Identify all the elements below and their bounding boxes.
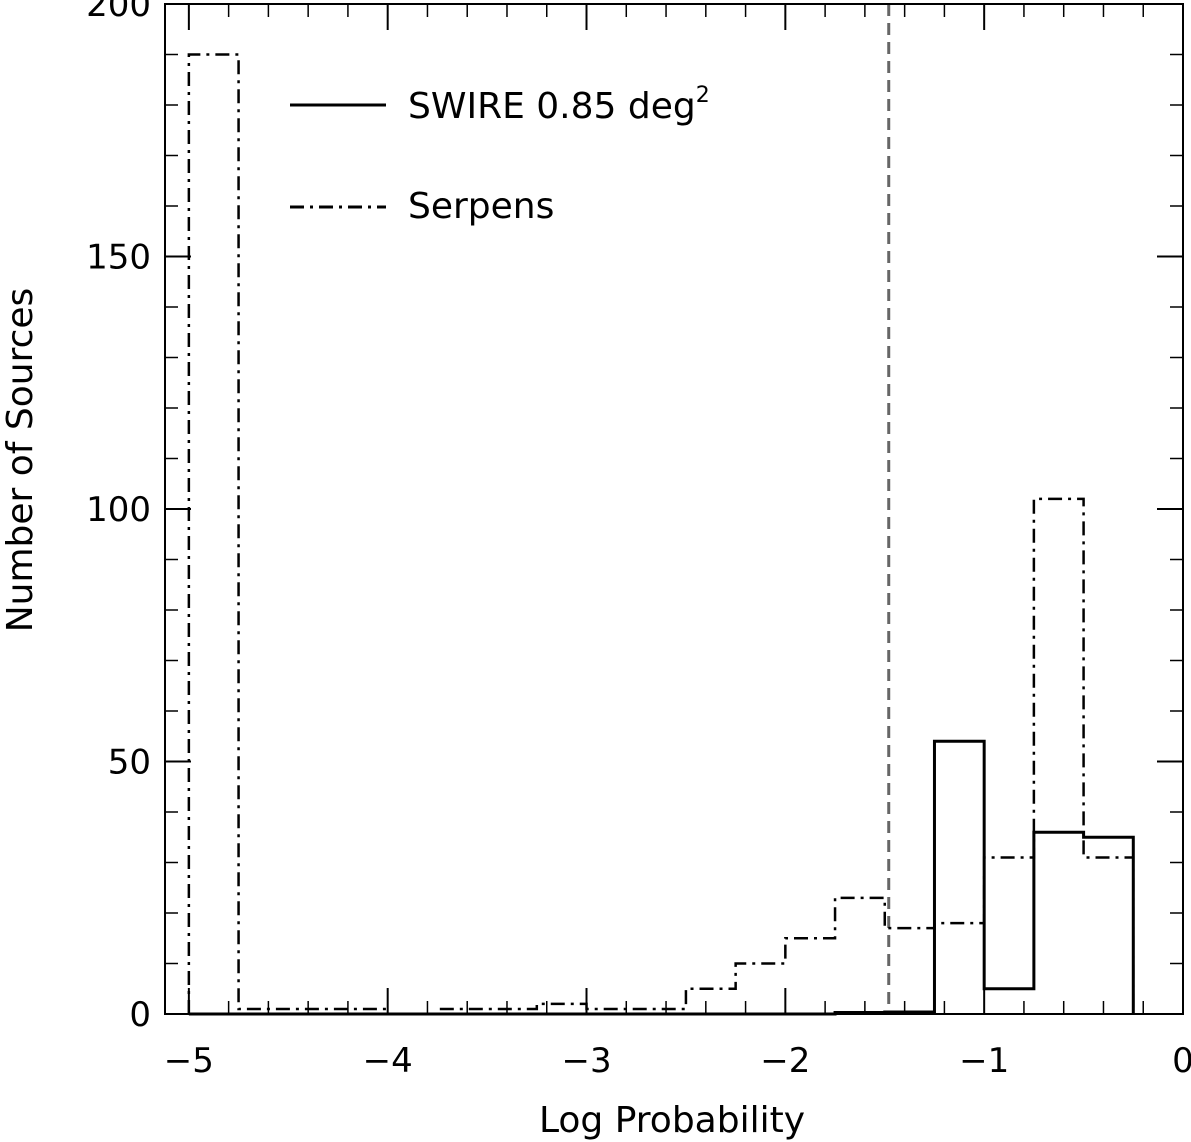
y-tick-label: 50 <box>108 743 151 783</box>
y-tick-label: 100 <box>86 490 151 530</box>
ticks-layer <box>165 3 1184 1015</box>
y-axis-title: Number of Sources <box>0 288 41 633</box>
legend: SWIRE 0.85 deg2 Serpens <box>290 83 710 227</box>
plot-frame <box>164 3 1184 1015</box>
y-tick-label: 0 <box>129 995 151 1035</box>
x-tick-label: −4 <box>363 1041 413 1081</box>
x-tick-labels: −5 −4 −3 −2 −1 0 <box>164 1041 1191 1081</box>
legend-label-serpens: Serpens <box>408 186 554 227</box>
legend-label-swire-text: SWIRE 0.85 deg <box>408 86 696 127</box>
series-layer <box>187 53 1135 1016</box>
legend-item-swire: SWIRE 0.85 deg2 <box>290 83 710 127</box>
x-axis-title: Log Probability <box>539 1100 805 1141</box>
legend-item-serpens: Serpens <box>290 186 554 227</box>
y-tick-label: 200 <box>86 0 151 25</box>
x-tick-label: −3 <box>561 1041 611 1081</box>
series-1-histogram <box>187 53 1135 1016</box>
x-tick-label: −5 <box>164 1041 214 1081</box>
y-tick-label: 150 <box>86 238 151 278</box>
y-tick-labels: 0 50 100 150 200 <box>86 0 151 1035</box>
series-0-histogram <box>188 739 1135 1016</box>
legend-label-swire: SWIRE 0.85 deg2 <box>408 83 710 127</box>
legend-label-swire-sup: 2 <box>696 83 710 108</box>
x-tick-label: 0 <box>1172 1041 1191 1081</box>
x-tick-label: −2 <box>760 1041 810 1081</box>
x-tick-label: −1 <box>959 1041 1009 1081</box>
